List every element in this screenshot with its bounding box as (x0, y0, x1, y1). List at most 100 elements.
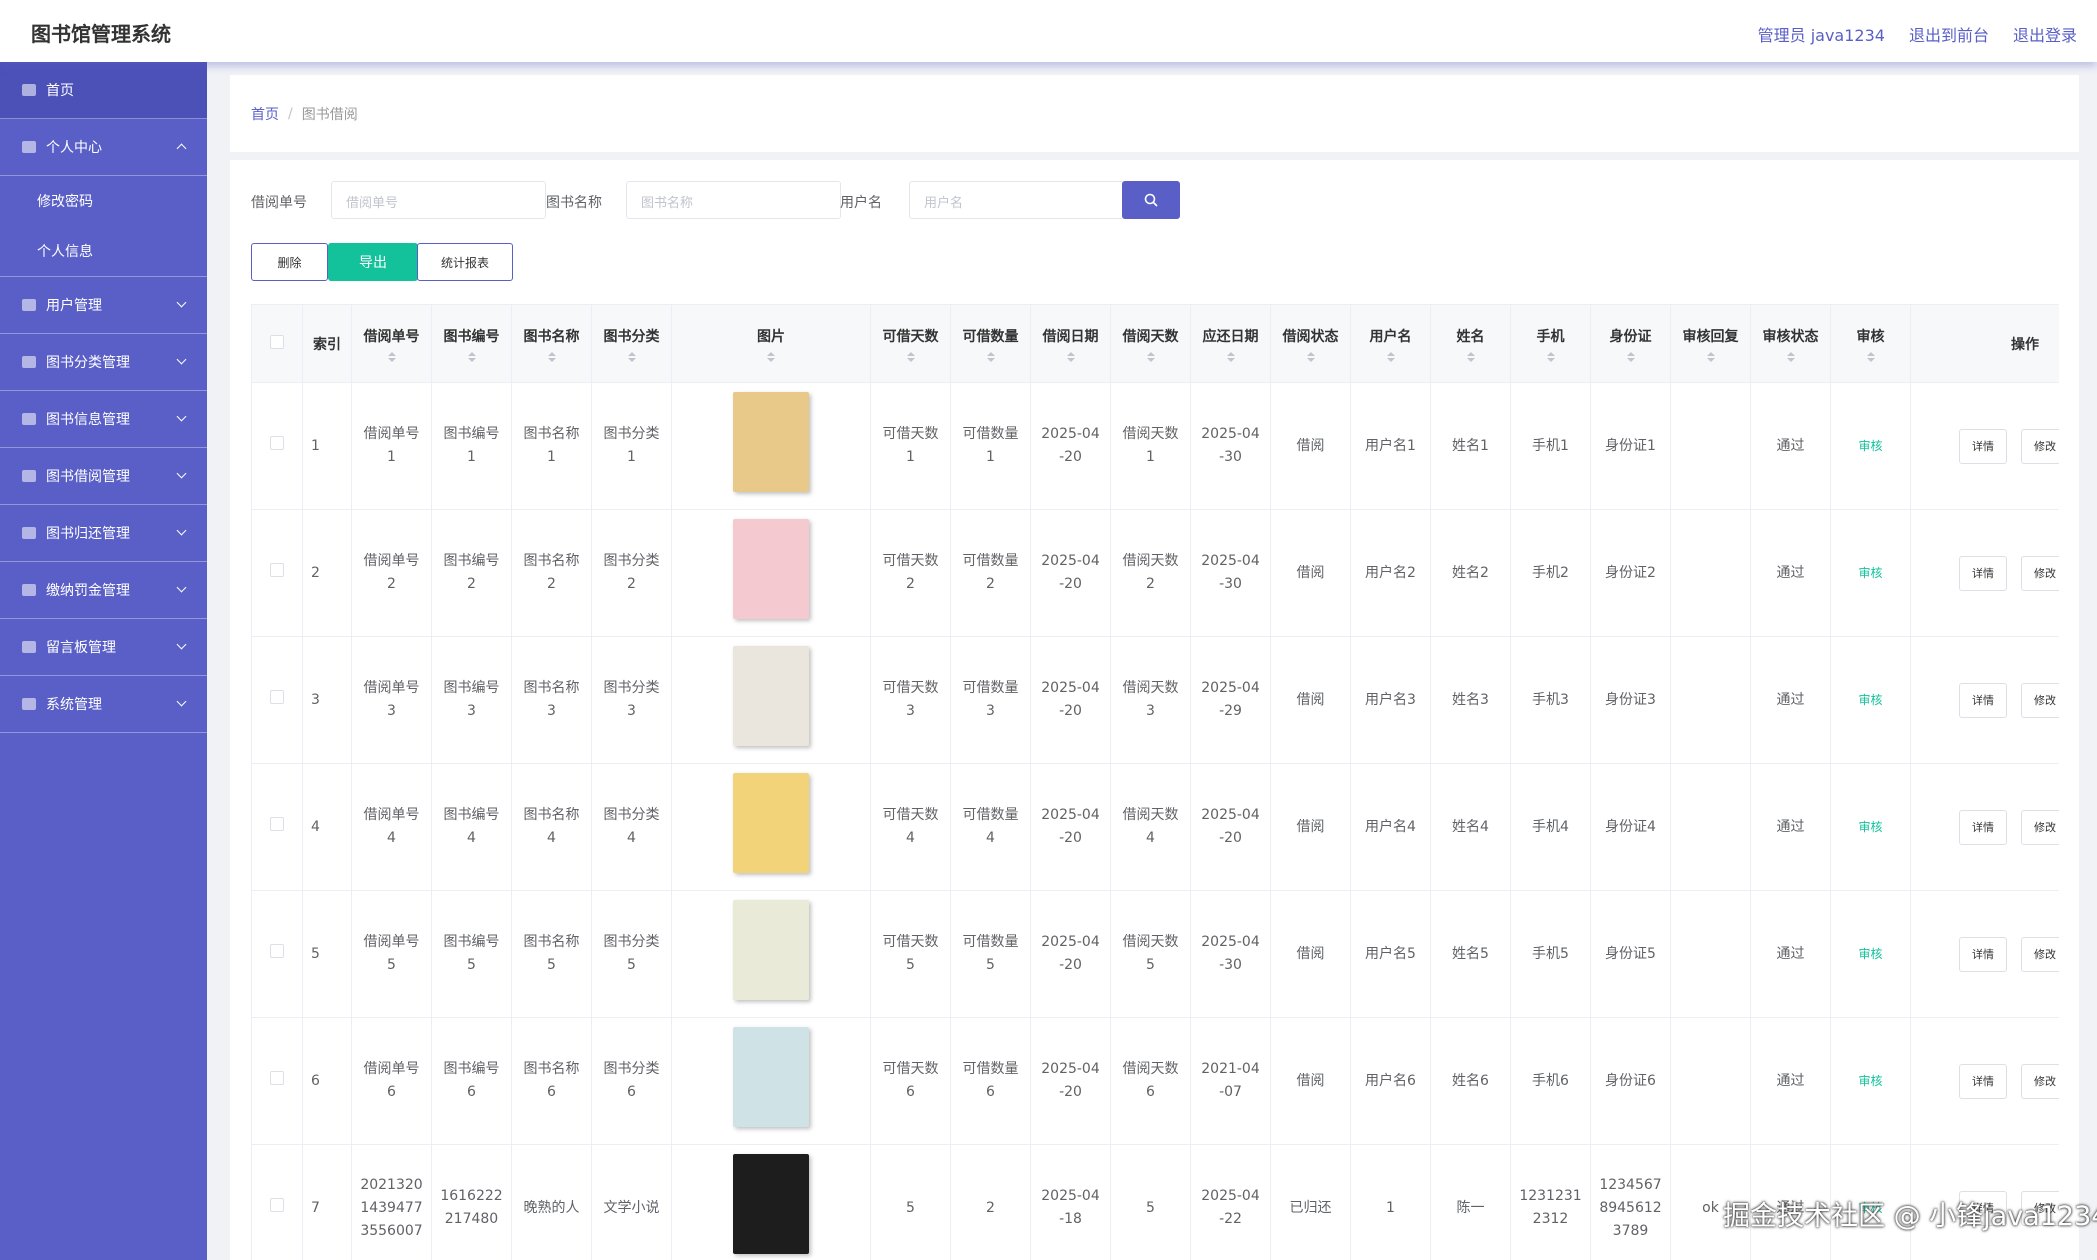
column-title: 图片 (757, 328, 785, 345)
column-title: 身份证 (1609, 328, 1652, 345)
operation-button[interactable]: 详情 (1959, 1063, 2007, 1099)
checkbox[interactable] (270, 816, 284, 831)
menu-item[interactable]: 留言板管理 (0, 619, 207, 676)
checkbox[interactable] (270, 1070, 284, 1085)
operation-button[interactable]: 详情 (1959, 428, 2007, 464)
top-link[interactable]: 退出到前台 (1908, 26, 1989, 45)
cell-text: 2025-04-29 (1201, 680, 1260, 719)
operation-button[interactable]: 修改 (2021, 1190, 2059, 1226)
cell: 身份证5 (1590, 890, 1671, 1018)
cell-text: 身份证6 (1605, 1072, 1656, 1089)
checkbox[interactable] (270, 943, 284, 958)
cell: 可借数量1 (950, 382, 1031, 510)
search-button[interactable] (1122, 181, 1180, 219)
menu-item[interactable]: 缴纳罚金管理 (0, 562, 207, 619)
book-cover (733, 900, 809, 1000)
operation-button[interactable]: 详情 (1959, 555, 2007, 591)
cell (1670, 509, 1751, 637)
audit-link[interactable]: 审核 (1858, 819, 1883, 834)
action-button[interactable]: 删除 (251, 243, 328, 281)
audit-link[interactable]: 审核 (1858, 1200, 1883, 1215)
search-input[interactable]: 用户名 (909, 181, 1124, 219)
cell: 2021-04-07 (1190, 1017, 1271, 1145)
audit-link[interactable]: 审核 (1858, 946, 1883, 961)
column-title: 姓名 (1456, 328, 1485, 345)
book-cover (733, 1154, 809, 1254)
audit-link[interactable]: 审核 (1858, 692, 1883, 707)
cell: 2025-04-20 (1030, 382, 1111, 510)
operation-button[interactable]: 详情 (1959, 936, 2007, 972)
checkbox[interactable] (270, 689, 284, 704)
cell: 通过 (1750, 509, 1831, 637)
checkbox[interactable] (270, 1197, 284, 1212)
cell-text: 1 (1386, 1199, 1395, 1216)
cell-text: 123456789456123789 (1599, 1176, 1662, 1239)
menu-item[interactable]: 图书分类管理 (0, 334, 207, 391)
operation-button[interactable]: 修改 (2021, 682, 2059, 718)
audit-link[interactable]: 审核 (1858, 438, 1883, 453)
menu-item[interactable]: 图书借阅管理 (0, 448, 207, 505)
cell: 借阅 (1270, 890, 1351, 1018)
cell-text: 可借天数6 (882, 1061, 939, 1100)
top-link[interactable]: 退出登录 (2012, 26, 2077, 45)
checkbox[interactable] (270, 334, 284, 349)
cell (1670, 763, 1751, 891)
operation-button[interactable]: 详情 (1959, 809, 2007, 845)
cell: 2025-04-20 (1030, 890, 1111, 1018)
operation-button[interactable]: 修改 (2021, 1063, 2059, 1099)
cell: 姓名4 (1430, 763, 1511, 891)
cell: 姓名2 (1430, 509, 1511, 637)
action-button[interactable]: 统计报表 (417, 243, 513, 281)
cell-text: 图书分类1 (603, 426, 660, 465)
cell: 可借天数6 (870, 1017, 951, 1145)
header-cell: 审核 (1830, 304, 1911, 383)
menu-item[interactable]: 图书归还管理 (0, 505, 207, 562)
menu-item[interactable]: 首页 (0, 62, 207, 119)
menu-item[interactable]: 个人中心 (0, 119, 207, 176)
cell: 借阅单号6 (351, 1017, 432, 1145)
submenu-item[interactable]: 修改密码 (37, 194, 93, 210)
search-input[interactable]: 图书名称 (626, 181, 841, 219)
cell-text: 姓名1 (1452, 437, 1489, 454)
operation-button[interactable]: 修改 (2021, 555, 2059, 591)
image-cell (671, 1017, 871, 1145)
cell-text: 借阅 (1296, 437, 1325, 454)
cell (251, 1017, 303, 1145)
cell: 图书分类1 (591, 382, 672, 510)
crumb[interactable]: 首页 (251, 106, 279, 123)
book-cover (733, 519, 809, 619)
menu-item[interactable]: 系统管理 (0, 676, 207, 733)
operation-button[interactable]: 修改 (2021, 428, 2059, 464)
audit-link[interactable]: 审核 (1858, 1073, 1883, 1088)
cell: 已归还 (1270, 1144, 1351, 1260)
header-cell: 图书名称 (511, 304, 592, 383)
cell-text: 通过 (1776, 818, 1805, 835)
table-row: 5 借阅单号5 图书编号5 图书名称5 图书分类5 可借天数5 可借数量5 2025-04-2… (251, 890, 2059, 1018)
submenu-item[interactable]: 个人信息 (37, 244, 93, 260)
checkbox[interactable] (270, 562, 284, 577)
operation-button[interactable]: 详情 (1959, 682, 2007, 718)
cell: 2025-04-22 (1190, 1144, 1271, 1260)
top-link[interactable]: 管理员 java1234 (1757, 26, 1885, 45)
cell: 用户名3 (1350, 636, 1431, 764)
operation-button[interactable]: 修改 (2021, 809, 2059, 845)
cell: 图书名称4 (511, 763, 592, 891)
cell-text: 2025-04-30 (1201, 934, 1260, 973)
cell: 1 (302, 382, 352, 510)
column-title: 图书编号 (443, 328, 500, 345)
image-cell (671, 1144, 871, 1260)
header-cell: 可借数量 (950, 304, 1031, 383)
cell: 审核 (1830, 509, 1911, 637)
cell (1670, 636, 1751, 764)
menu-arrow (176, 143, 187, 154)
menu-item[interactable]: 图书信息管理 (0, 391, 207, 448)
menu-item[interactable]: 用户管理 (0, 277, 207, 334)
operation-button[interactable]: 详情 (1959, 1190, 2007, 1226)
search-input[interactable]: 借阅单号 (331, 181, 546, 219)
checkbox[interactable] (270, 435, 284, 450)
header-cell: 借阅单号 (351, 304, 432, 383)
operation-button[interactable]: 修改 (2021, 936, 2059, 972)
action-button[interactable]: 导出 (328, 243, 418, 281)
cell-text: 可借天数1 (882, 426, 939, 465)
audit-link[interactable]: 审核 (1858, 565, 1883, 580)
